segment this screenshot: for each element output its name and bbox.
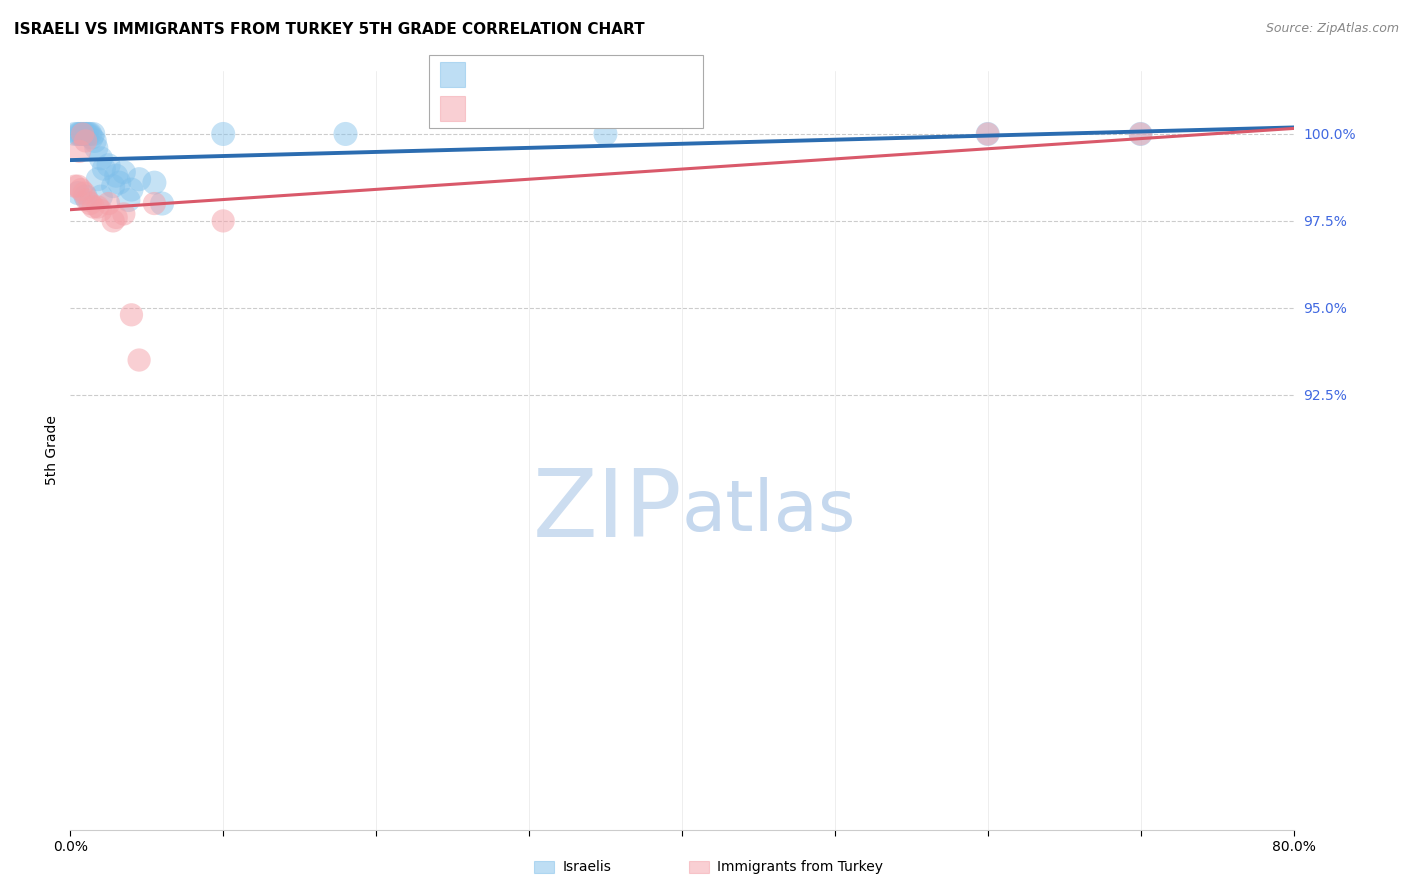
Point bbox=[75, 127, 97, 141]
Point bbox=[87, 200, 110, 214]
Point bbox=[76, 127, 98, 141]
Point bbox=[595, 127, 617, 141]
Point bbox=[121, 308, 143, 322]
Point bbox=[72, 127, 94, 141]
Text: ISRAELI VS IMMIGRANTS FROM TURKEY 5TH GRADE CORRELATION CHART: ISRAELI VS IMMIGRANTS FROM TURKEY 5TH GR… bbox=[14, 22, 645, 37]
Text: Source: ZipAtlas.com: Source: ZipAtlas.com bbox=[1265, 22, 1399, 36]
Point bbox=[108, 176, 131, 190]
Y-axis label: 5th Grade: 5th Grade bbox=[45, 416, 59, 485]
Point bbox=[976, 127, 998, 141]
Point bbox=[66, 179, 89, 194]
Text: Immigrants from Turkey: Immigrants from Turkey bbox=[717, 860, 883, 874]
Point bbox=[84, 141, 107, 155]
Point bbox=[79, 196, 101, 211]
Point bbox=[335, 127, 357, 141]
Point bbox=[105, 211, 128, 225]
Point bbox=[73, 186, 96, 200]
Point bbox=[121, 183, 143, 197]
Point bbox=[112, 207, 135, 221]
Text: R = 0.287   N = 22: R = 0.287 N = 22 bbox=[477, 100, 647, 118]
Point bbox=[79, 127, 101, 141]
Point bbox=[101, 214, 124, 228]
Point bbox=[69, 127, 91, 141]
Point bbox=[112, 165, 135, 179]
Point bbox=[63, 179, 86, 194]
Point bbox=[1129, 127, 1152, 141]
Point bbox=[90, 151, 112, 165]
Point bbox=[63, 127, 86, 141]
Point bbox=[117, 193, 139, 207]
Text: ZIP: ZIP bbox=[533, 465, 682, 558]
Point bbox=[76, 193, 98, 207]
Point bbox=[128, 172, 150, 186]
Text: Israelis: Israelis bbox=[562, 860, 612, 874]
Point bbox=[73, 127, 96, 141]
Point bbox=[93, 161, 115, 176]
Point bbox=[69, 145, 91, 159]
Point bbox=[66, 186, 89, 200]
Point bbox=[82, 127, 104, 141]
Point bbox=[82, 200, 104, 214]
Point bbox=[150, 196, 173, 211]
Point bbox=[212, 214, 235, 228]
Point bbox=[101, 179, 124, 194]
Text: atlas: atlas bbox=[682, 476, 856, 546]
Point bbox=[80, 130, 103, 145]
Point bbox=[105, 169, 128, 183]
Point bbox=[1129, 127, 1152, 141]
Point bbox=[97, 196, 120, 211]
Point bbox=[70, 127, 93, 141]
Point bbox=[87, 172, 110, 186]
Text: R = 0.497   N = 35: R = 0.497 N = 35 bbox=[477, 66, 647, 84]
Point bbox=[143, 176, 166, 190]
Point bbox=[72, 127, 94, 141]
Point bbox=[77, 127, 100, 141]
Point bbox=[143, 196, 166, 211]
Point bbox=[97, 158, 120, 172]
Point bbox=[75, 189, 97, 203]
Point bbox=[75, 134, 97, 148]
Point bbox=[70, 183, 93, 197]
Point bbox=[90, 189, 112, 203]
Point bbox=[90, 203, 112, 218]
Point bbox=[976, 127, 998, 141]
Point bbox=[66, 127, 89, 141]
Point bbox=[128, 353, 150, 368]
Point bbox=[83, 134, 105, 148]
Point bbox=[212, 127, 235, 141]
